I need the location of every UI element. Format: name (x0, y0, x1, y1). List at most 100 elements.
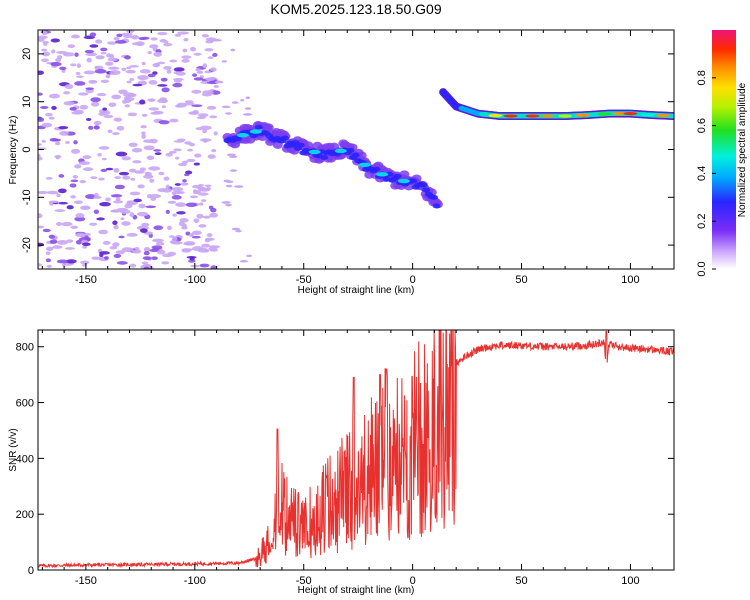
speckle (143, 139, 154, 143)
speckle (175, 71, 186, 76)
speckle (225, 203, 232, 207)
speckle (137, 75, 149, 81)
speckle (100, 51, 107, 55)
speckle (140, 228, 148, 233)
x-tick-label: 0 (410, 274, 416, 286)
speckle (161, 105, 166, 109)
speckle (141, 113, 148, 117)
speckle (165, 209, 170, 215)
speckle (185, 202, 198, 208)
speckle (182, 179, 187, 183)
speckle (132, 160, 142, 164)
speckle (173, 190, 182, 195)
speckle (79, 104, 89, 110)
speckle (127, 200, 134, 204)
trace-hot-spot (488, 113, 503, 118)
speckle (194, 153, 202, 158)
speckle (124, 203, 133, 209)
speckle (56, 240, 68, 245)
speckle (181, 55, 192, 59)
speckle (205, 40, 214, 44)
speckle (98, 177, 105, 181)
speckle (193, 218, 200, 224)
speckle (195, 68, 201, 72)
speckle (55, 141, 61, 146)
speckle (97, 153, 102, 157)
speckle (192, 189, 197, 195)
speckle (98, 229, 109, 235)
speckle (142, 256, 152, 261)
speckle (163, 40, 169, 44)
speckle (154, 152, 162, 156)
trace-blob (263, 123, 274, 132)
speckle (66, 205, 74, 210)
speckle (38, 213, 43, 219)
speckle (95, 39, 103, 44)
speckle (54, 209, 66, 212)
speckle (202, 90, 214, 95)
speckle (113, 224, 119, 230)
speckle (112, 220, 118, 225)
x-tick-label: 100 (621, 274, 639, 286)
speckle (230, 48, 236, 52)
speckle (198, 224, 207, 228)
speckle (107, 57, 118, 62)
speckle (39, 106, 49, 109)
speckle (116, 261, 128, 265)
speckle (45, 112, 53, 117)
speckle (70, 148, 81, 154)
speckle (213, 131, 218, 136)
trace-blob (233, 136, 242, 142)
speckle (75, 239, 83, 245)
trace-blob (308, 149, 321, 155)
speckle (84, 49, 95, 54)
speckle (201, 243, 211, 248)
speckle (41, 48, 48, 52)
speckle (157, 31, 168, 36)
speckle (207, 56, 214, 60)
speckle (169, 118, 179, 123)
speckle (139, 167, 147, 172)
x-tick-label: -150 (75, 575, 97, 587)
speckle (147, 73, 156, 78)
speckle (201, 199, 207, 202)
speckle (73, 140, 78, 145)
speckle (51, 105, 57, 111)
speckle (126, 30, 135, 34)
speckle (172, 82, 183, 88)
speckle (235, 229, 242, 233)
speckle (75, 72, 81, 76)
speckle (86, 57, 92, 63)
speckle (55, 57, 62, 63)
speckle (75, 232, 86, 238)
speckle (173, 148, 182, 152)
speckle (209, 115, 218, 119)
speckle (38, 263, 42, 267)
colorbar: 0.0 0.2 0.4 0.6 0.8 Normalized spectral ampl… (696, 30, 748, 277)
speckle (45, 246, 54, 251)
speckle (121, 221, 131, 226)
speckle (168, 235, 175, 239)
speckle (138, 203, 146, 209)
speckle (192, 73, 198, 77)
speckle (211, 148, 217, 153)
speckle (59, 66, 67, 71)
speckle (177, 138, 186, 142)
speckle (38, 92, 43, 96)
speckle (64, 84, 74, 90)
speckle (114, 184, 125, 190)
speckle (179, 217, 189, 223)
speckle (90, 176, 98, 179)
speckle (94, 69, 107, 74)
speckle (79, 179, 87, 184)
speckle (70, 63, 77, 67)
speckle (246, 254, 252, 258)
speckle (50, 62, 62, 67)
speckle (118, 235, 125, 239)
speckle (183, 241, 196, 246)
x-tick-label: -150 (75, 274, 97, 286)
speckle (141, 134, 146, 139)
trace-blob (358, 162, 371, 167)
speckle (70, 34, 80, 39)
bottom-y-axis-label: SNR (v/v) (8, 428, 19, 471)
